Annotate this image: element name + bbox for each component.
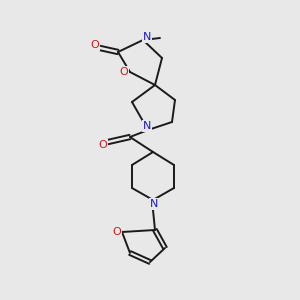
Text: N: N (143, 121, 151, 131)
Text: N: N (143, 32, 151, 42)
Text: O: O (91, 40, 99, 50)
Text: N: N (150, 199, 158, 209)
Text: O: O (120, 67, 128, 77)
Text: O: O (99, 140, 107, 150)
Text: O: O (112, 227, 122, 237)
